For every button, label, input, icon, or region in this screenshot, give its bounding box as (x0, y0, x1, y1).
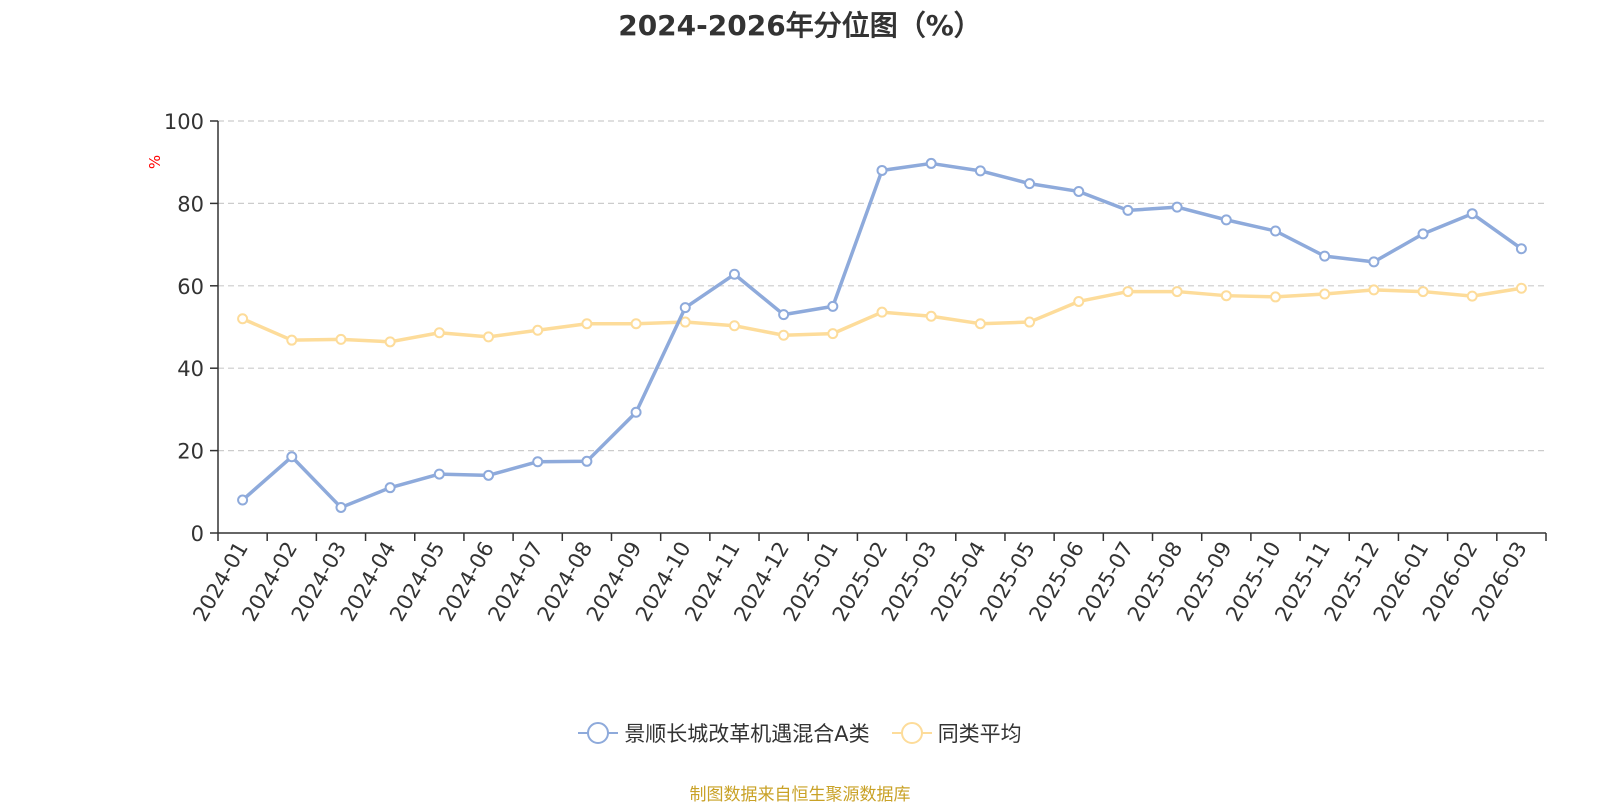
series-2-point (483, 331, 495, 343)
y-tick-label: 100 (164, 110, 204, 134)
series-1-point (384, 482, 396, 494)
series-2-point (778, 329, 790, 341)
series-1-point (1515, 243, 1527, 255)
series-1-point (1319, 250, 1331, 262)
series-2-point (1171, 286, 1183, 298)
series-1-point (925, 157, 937, 169)
series-1-point (1171, 201, 1183, 213)
series-1-point (679, 302, 691, 314)
series-1-point (483, 469, 495, 481)
y-tick-label: 60 (177, 275, 204, 299)
series-1-point (1024, 178, 1036, 190)
series-1-point (1417, 228, 1429, 240)
series-2-point (1417, 286, 1429, 298)
series-2-point (286, 334, 298, 346)
grid-lines (218, 120, 1546, 452)
source-note: 制图数据来自恒生聚源数据库 (689, 785, 911, 805)
series-2-point (630, 318, 642, 330)
series-2-point (433, 327, 445, 339)
series-1-point (827, 300, 839, 312)
y-tick-label: 20 (177, 440, 204, 464)
series-1-point (728, 268, 740, 280)
series-2-point (1220, 290, 1232, 302)
series-2-point (532, 324, 544, 336)
y-axis-unit-label: % (146, 155, 164, 169)
series-2-point (876, 306, 888, 318)
series-2-point (827, 328, 839, 340)
legend-marker-icon (578, 722, 619, 744)
series-2-point (1269, 291, 1281, 303)
series-1-point (974, 165, 986, 177)
series-1-point (1269, 225, 1281, 237)
series-1-point (1368, 256, 1380, 268)
series-2-point (925, 310, 937, 322)
y-tick-label: 40 (177, 357, 204, 381)
series-2-point (581, 318, 593, 330)
series-1-point (778, 309, 790, 321)
series-2-point (237, 313, 249, 325)
y-tick-label: 0 (191, 522, 204, 546)
series-2-point (1024, 316, 1036, 328)
series-1-point (335, 501, 347, 513)
series-1-point (1122, 204, 1134, 216)
series-1-point (532, 456, 544, 468)
legend-marker-icon (891, 722, 932, 744)
series-1-point (286, 451, 298, 463)
series-2-point (1319, 288, 1331, 300)
series-2-point (1073, 295, 1085, 307)
series-1-point (237, 494, 249, 506)
series-1-point (876, 164, 888, 176)
legend-item-series-2[interactable]: 同类平均 (891, 718, 1022, 748)
series-1-point (1073, 185, 1085, 197)
legend-label-series-2: 同类平均 (937, 722, 1022, 746)
series-1-point (1220, 214, 1232, 226)
series-2-point (679, 316, 691, 328)
series-2-point (335, 333, 347, 345)
series-2-point (1515, 282, 1527, 294)
series-1-point (630, 406, 642, 418)
series-2-point (1466, 290, 1478, 302)
series-lines (237, 157, 1527, 513)
series-2-point (1368, 284, 1380, 296)
series-2-point (384, 336, 396, 348)
legend: 景顺长城改革机遇混合A类 同类平均 (0, 718, 1600, 748)
series-1-point (1466, 208, 1478, 220)
legend-label-series-1: 景顺长城改革机遇混合A类 (624, 722, 870, 746)
series-2-point (728, 320, 740, 332)
series-1-point (433, 468, 445, 480)
legend-item-series-1[interactable]: 景顺长城改革机遇混合A类 (578, 718, 870, 748)
y-tick-label: 80 (177, 192, 204, 216)
series-2-point (1122, 286, 1134, 298)
chart-title: 2024-2026年分位图（%） (618, 9, 982, 42)
series-2-point (974, 318, 986, 330)
series-1-point (581, 455, 593, 467)
